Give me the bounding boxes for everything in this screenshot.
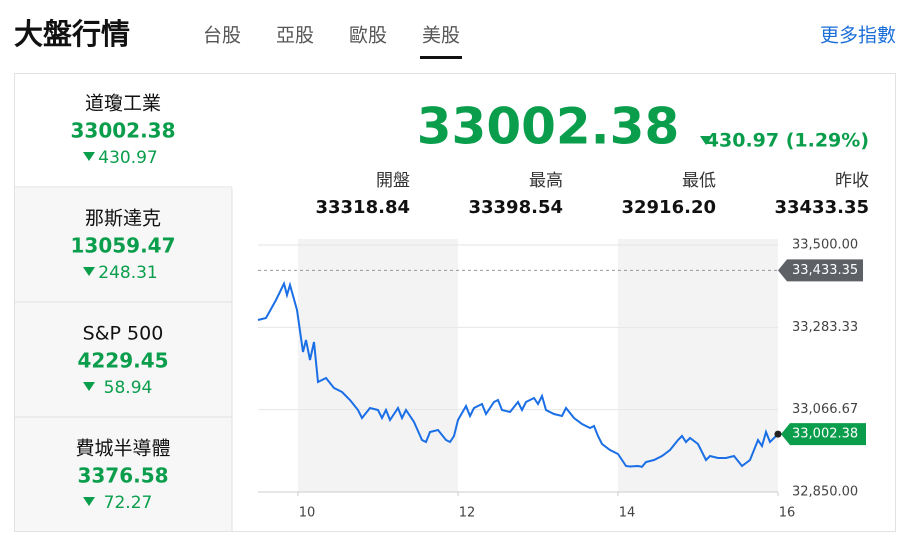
session-band — [618, 239, 778, 492]
index-change: 58.94 — [104, 378, 153, 398]
stat-label: 開盤 — [376, 171, 410, 191]
stat-value: 33433.35 — [774, 197, 869, 218]
down-arrow — [83, 382, 95, 391]
price-line — [257, 280, 779, 468]
down-arrow — [83, 267, 95, 276]
index-name[interactable]: 那斯達克 — [85, 208, 161, 230]
last-dot — [774, 430, 782, 438]
main-change: 430.97 (1.29%) — [706, 130, 869, 152]
x-tick-label: 10 — [299, 506, 316, 521]
sidebar-bg — [15, 188, 232, 531]
index-value: 3376.58 — [77, 464, 168, 488]
stat-label: 最低 — [682, 171, 716, 191]
tab[interactable]: 美股 — [422, 25, 460, 47]
x-tick-label: 16 — [779, 506, 796, 521]
last-label: 33,002.38 — [792, 427, 858, 442]
stat-value: 33398.54 — [468, 197, 563, 218]
down-arrow — [83, 497, 95, 506]
main-value: 33002.38 — [417, 98, 680, 156]
reference-tag — [778, 259, 863, 282]
index-value: 4229.45 — [77, 349, 168, 373]
y-tick-label: 33,283.33 — [792, 320, 858, 335]
x-tick-label: 12 — [459, 506, 476, 521]
down-arrow — [83, 152, 95, 161]
down-arrow — [700, 136, 712, 145]
index-value: 13059.47 — [70, 234, 175, 258]
last-tag — [781, 423, 866, 446]
stat-label: 昨收 — [835, 171, 869, 191]
index-name[interactable]: 費城半導體 — [75, 438, 170, 460]
stat-label: 最高 — [529, 171, 563, 191]
index-name[interactable]: S&P 500 — [83, 323, 164, 345]
page-title: 大盤行情 — [14, 17, 130, 51]
session-band — [298, 239, 458, 492]
index-change: 248.31 — [98, 263, 157, 283]
stat-value: 32916.20 — [621, 197, 716, 218]
index-change: 72.27 — [104, 493, 153, 513]
stat-value: 33318.84 — [315, 197, 410, 218]
x-tick-label: 14 — [619, 506, 636, 521]
reference-label: 33,433.35 — [792, 263, 858, 278]
tab[interactable]: 歐股 — [349, 25, 387, 47]
tab[interactable]: 台股 — [203, 25, 241, 47]
index-value: 33002.38 — [70, 119, 175, 143]
index-name[interactable]: 道瓊工業 — [85, 93, 161, 115]
y-tick-label: 33,066.67 — [792, 402, 858, 417]
index-change: 430.97 — [98, 148, 157, 168]
y-tick-label: 33,500.00 — [792, 238, 858, 253]
more-link[interactable]: 更多指數 — [820, 25, 896, 47]
tab-underline — [420, 56, 462, 59]
tab[interactable]: 亞股 — [276, 25, 314, 47]
y-tick-label: 32,850.00 — [792, 485, 858, 500]
